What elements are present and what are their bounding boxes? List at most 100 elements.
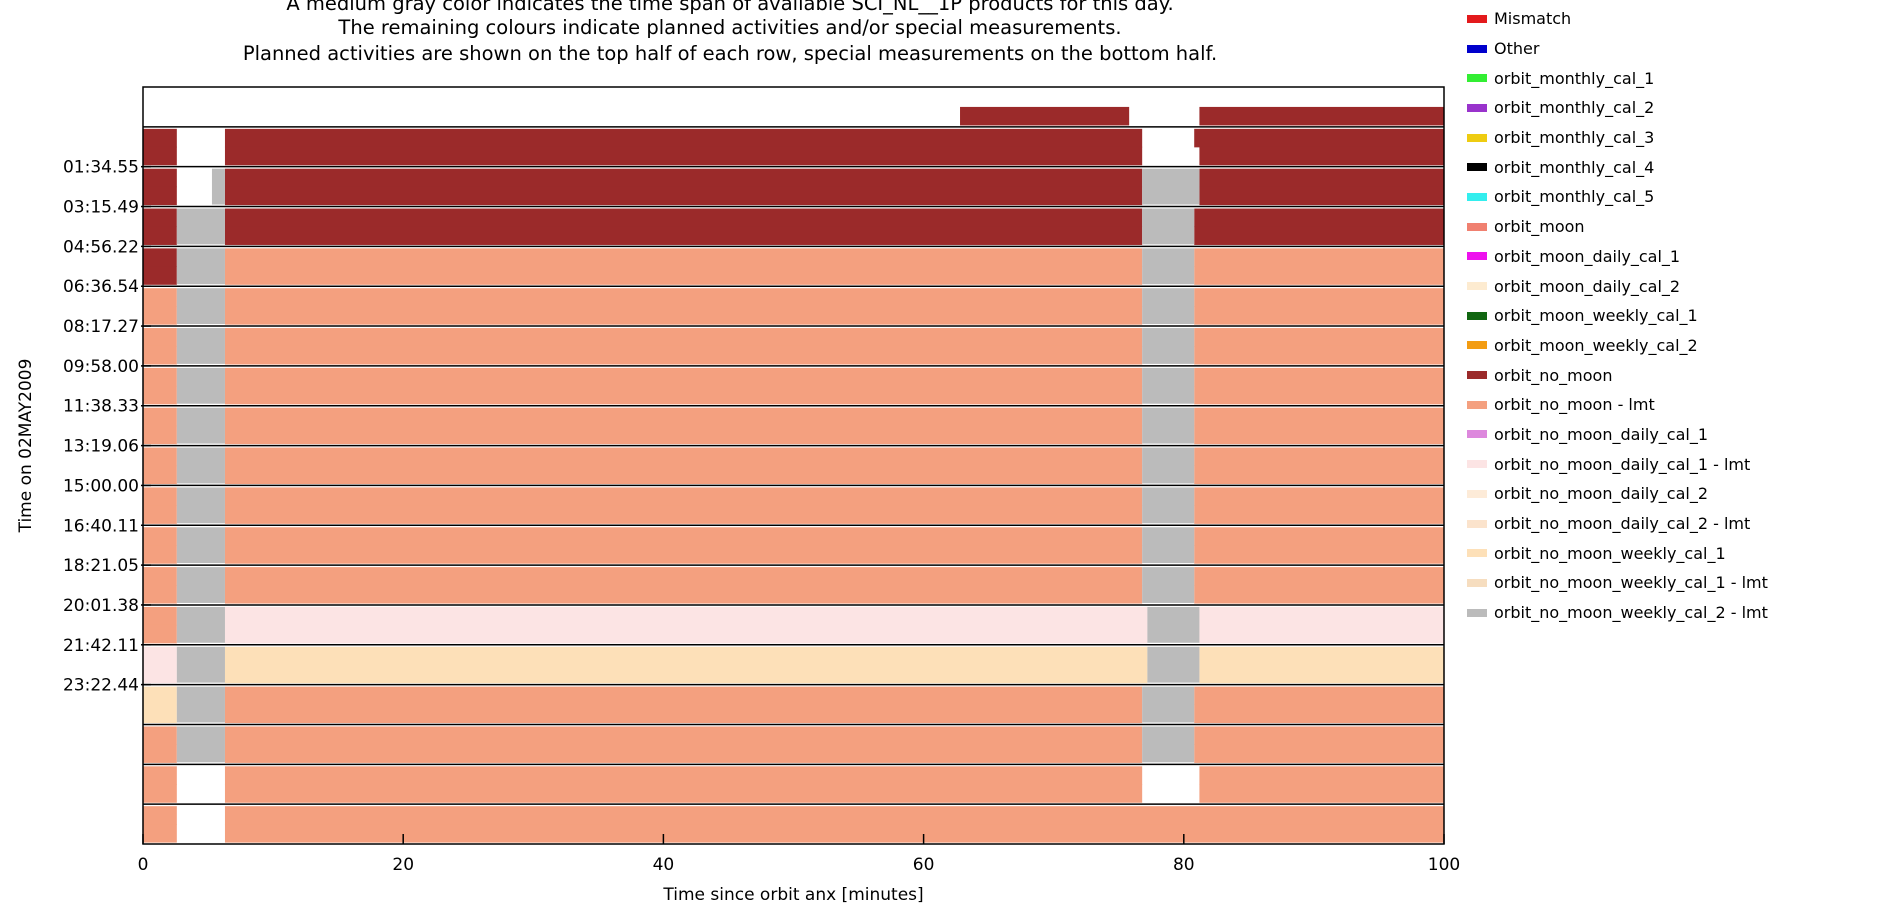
activity-bar: [143, 606, 177, 626]
timeline-chart: 01:34.55 03:15.49 04:56.22 06:36.54 08:17.27…: [16, 86, 1460, 905]
x-tick: 0: [138, 834, 148, 875]
legend-swatch: [1467, 371, 1487, 380]
activity-bar: [1199, 606, 1444, 626]
activity-bar: [143, 664, 177, 684]
legend-item: orbit_monthly_cal_4: [1467, 152, 1879, 182]
y-tick: 06:36.54: [63, 277, 151, 297]
activity-bar: [224, 585, 1143, 604]
orbit-row: [143, 126, 1444, 166]
legend-item: orbit_no_moon: [1467, 360, 1879, 390]
product-span-bar: [1142, 567, 1195, 603]
orbit-row: [143, 524, 1444, 564]
activity-bar: [224, 527, 1143, 546]
product-span-bar: [1142, 726, 1195, 763]
chart-header-line-2: The remaining colours indicate planned a…: [338, 16, 1122, 39]
legend-swatch: [1467, 44, 1487, 53]
product-span-bar: [176, 527, 225, 564]
legend-item: orbit_moon_weekly_cal_1: [1467, 301, 1879, 331]
activity-bar: [1199, 624, 1444, 644]
orbit-row: [143, 285, 1444, 325]
orbit-row: [143, 644, 1444, 684]
product-span-bar: [1142, 248, 1195, 285]
legend-label: orbit_monthly_cal_2: [1494, 98, 1655, 118]
activity-bar: [1194, 385, 1444, 405]
product-span-bar: [176, 248, 225, 285]
y-tick: 16:40.11: [63, 516, 151, 536]
product-span-bar: [176, 288, 225, 325]
y-axis-label: Time on 02MAY2009: [16, 359, 36, 534]
y-tick: 18:21.05: [63, 556, 151, 576]
activity-bar: [143, 288, 177, 307]
x-tick-label: 80: [1173, 855, 1195, 875]
activity-bar: [224, 385, 1143, 405]
legend-item: orbit_no_moon_daily_cal_2 - lmt: [1467, 509, 1879, 539]
legend-swatch: [1467, 163, 1487, 172]
x-tick-label: 60: [913, 855, 935, 875]
legend-swatch: [1467, 430, 1487, 439]
activity-bar: [143, 624, 177, 644]
legend-item: orbit_monthly_cal_3: [1467, 123, 1879, 153]
orbit-row: [143, 763, 1444, 803]
activity-bar: [143, 345, 177, 365]
activity-bar: [224, 306, 1143, 325]
y-tick-label: 06:36.54: [63, 277, 139, 297]
x-tick-label: 20: [392, 855, 414, 875]
legend-item: orbit_no_moon_daily_cal_1: [1467, 420, 1879, 450]
activity-bar: [224, 407, 1143, 427]
x-tick: 100: [1428, 834, 1460, 875]
orbit-row: [143, 404, 1444, 445]
activity-bar: [1194, 487, 1444, 506]
activity-bar: [224, 784, 1143, 803]
legend-label: Mismatch: [1494, 9, 1572, 29]
activity-bar: [224, 806, 1444, 825]
activity-bar: [1194, 545, 1444, 564]
activity-bar: [143, 186, 177, 206]
activity-bar: [143, 367, 177, 387]
product-span-bar: [1147, 646, 1200, 683]
product-span-bar: [1142, 487, 1195, 524]
activity-bar: [143, 824, 177, 843]
orbit-row: [143, 444, 1444, 485]
activity-bar: [1194, 288, 1444, 307]
activity-bar: [1194, 328, 1444, 347]
y-tick-label: 23:22.44: [63, 676, 139, 696]
product-span-bar: [1142, 447, 1195, 484]
legend-label: orbit_moon: [1494, 217, 1585, 237]
x-tick-label: 100: [1428, 855, 1460, 875]
legend-item: Mismatch: [1467, 4, 1879, 34]
activity-bar: [1194, 447, 1444, 467]
legend-swatch: [1467, 192, 1487, 201]
product-span-bar: [176, 447, 225, 484]
legend-swatch: [1467, 103, 1487, 112]
activity-bar: [224, 328, 1143, 347]
y-tick: 13:19.06: [63, 437, 151, 457]
activity-bar: [1194, 345, 1444, 365]
activity-bar: [1194, 128, 1444, 148]
product-span-bar: [1142, 288, 1195, 325]
y-axis-ticks: 01:34.55 03:15.49 04:56.22 06:36.54 08:17.27…: [63, 158, 151, 696]
legend-item: orbit_monthly_cal_1: [1467, 63, 1879, 93]
y-tick: 03:15.49: [63, 198, 151, 218]
x-tick: 80: [1173, 834, 1195, 875]
product-span-bar: [176, 328, 225, 364]
legend-label: orbit_no_moon_daily_cal_1: [1494, 424, 1709, 444]
legend: Mismatch Other orbit_monthly_cal_1 orbit_mo…: [1467, 4, 1879, 627]
legend-swatch: [1467, 74, 1487, 83]
activity-bar: [1194, 686, 1444, 706]
orbit-row: [143, 165, 1444, 206]
legend-swatch: [1467, 282, 1487, 291]
legend-item: orbit_no_moon_weekly_cal_2 - lmt: [1467, 598, 1879, 628]
legend-swatch: [1467, 460, 1487, 469]
chart-header-line-3: Planned activities are shown on the top …: [242, 42, 1218, 65]
activity-bar: [1194, 266, 1444, 285]
activity-bar: [224, 487, 1143, 506]
activity-bar: [143, 744, 177, 763]
legend-swatch: [1467, 222, 1487, 231]
activity-bar: [224, 465, 1143, 485]
activity-bar: [224, 367, 1143, 387]
orbit-row: [143, 205, 1444, 245]
legend-swatch: [1467, 14, 1487, 23]
legend-label: orbit_monthly_cal_5: [1494, 187, 1655, 207]
activity-bar: [1199, 168, 1444, 188]
legend-label: orbit_moon_daily_cal_2: [1494, 276, 1681, 296]
